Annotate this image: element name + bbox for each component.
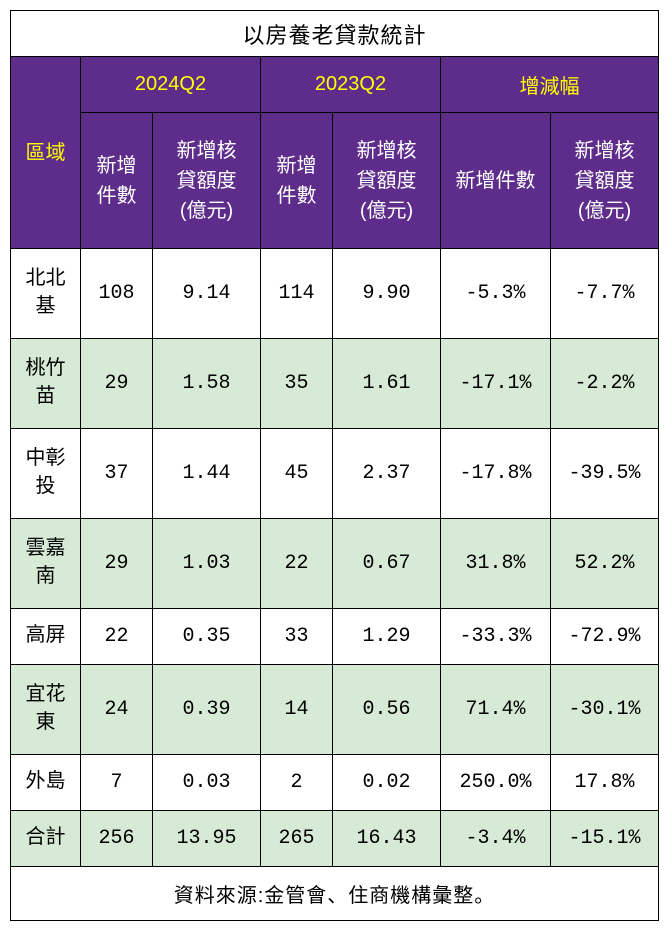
- cell-count-2023: 14: [261, 665, 333, 755]
- col-change-count: 新增件數: [441, 113, 551, 249]
- cell-change-amount: -2.2%: [551, 339, 659, 429]
- cell-count-2023: 35: [261, 339, 333, 429]
- cell-count-2024: 22: [81, 609, 153, 665]
- table-row: 宜花東240.39140.5671.4%-30.1%: [11, 665, 659, 755]
- cell-amount-2024: 0.03: [153, 755, 261, 811]
- table-row: 合計25613.9526516.43-3.4%-15.1%: [11, 811, 659, 867]
- cell-amount-2024: 13.95: [153, 811, 261, 867]
- cell-count-2024: 24: [81, 665, 153, 755]
- table-body: 北北基1089.141149.90-5.3%-7.7%桃竹苗291.58351.…: [11, 249, 659, 867]
- region-header: 區域: [11, 57, 81, 249]
- table-row: 桃竹苗291.58351.61-17.1%-2.2%: [11, 339, 659, 429]
- cell-region: 宜花東: [11, 665, 81, 755]
- cell-amount-2024: 1.44: [153, 429, 261, 519]
- period-row: 區域 2024Q2 2023Q2 增減幅: [11, 57, 659, 113]
- cell-change-amount: 17.8%: [551, 755, 659, 811]
- cell-count-2023: 265: [261, 811, 333, 867]
- cell-count-2024: 256: [81, 811, 153, 867]
- col-amount-2023: 新增核貸額度(億元): [333, 113, 441, 249]
- cell-amount-2023: 0.67: [333, 519, 441, 609]
- period-2023q2: 2023Q2: [261, 57, 441, 113]
- cell-amount-2023: 1.29: [333, 609, 441, 665]
- cell-change-amount: 52.2%: [551, 519, 659, 609]
- cell-change-count: -17.1%: [441, 339, 551, 429]
- cell-amount-2023: 2.37: [333, 429, 441, 519]
- cell-region: 雲嘉南: [11, 519, 81, 609]
- cell-change-amount: -72.9%: [551, 609, 659, 665]
- col-change-amount: 新增核貸額度(億元): [551, 113, 659, 249]
- table-title: 以房養老貸款統計: [11, 11, 659, 57]
- table-row: 外島70.0320.02250.0%17.8%: [11, 755, 659, 811]
- table-row: 中彰投371.44452.37-17.8%-39.5%: [11, 429, 659, 519]
- col-count-2023: 新增件數: [261, 113, 333, 249]
- cell-amount-2023: 16.43: [333, 811, 441, 867]
- cell-change-count: -5.3%: [441, 249, 551, 339]
- source-text: 資料來源:金管會、住商機構彙整。: [11, 867, 659, 921]
- col-amount-2024: 新增核貸額度(億元): [153, 113, 261, 249]
- cell-change-count: -33.3%: [441, 609, 551, 665]
- cell-region: 桃竹苗: [11, 339, 81, 429]
- title-row: 以房養老貸款統計: [11, 11, 659, 57]
- period-2024q2: 2024Q2: [81, 57, 261, 113]
- cell-change-count: 71.4%: [441, 665, 551, 755]
- cell-region: 中彰投: [11, 429, 81, 519]
- cell-count-2023: 45: [261, 429, 333, 519]
- cell-count-2024: 37: [81, 429, 153, 519]
- cell-change-amount: -39.5%: [551, 429, 659, 519]
- cell-change-amount: -30.1%: [551, 665, 659, 755]
- cell-change-count: -17.8%: [441, 429, 551, 519]
- col-count-2024: 新增件數: [81, 113, 153, 249]
- loan-stats-table: 以房養老貸款統計 區域 2024Q2 2023Q2 增減幅 新增件數 新增核貸額…: [10, 10, 656, 921]
- cell-region: 北北基: [11, 249, 81, 339]
- cell-change-amount: -7.7%: [551, 249, 659, 339]
- cell-count-2024: 29: [81, 519, 153, 609]
- table-row: 北北基1089.141149.90-5.3%-7.7%: [11, 249, 659, 339]
- cell-change-count: -3.4%: [441, 811, 551, 867]
- table-row: 雲嘉南291.03220.6731.8%52.2%: [11, 519, 659, 609]
- cell-amount-2024: 0.35: [153, 609, 261, 665]
- cell-count-2023: 114: [261, 249, 333, 339]
- cell-amount-2023: 9.90: [333, 249, 441, 339]
- cell-change-count: 31.8%: [441, 519, 551, 609]
- cell-amount-2024: 1.58: [153, 339, 261, 429]
- subheader-row: 新增件數 新增核貸額度(億元) 新增件數 新增核貸額度(億元) 新增件數 新增核…: [11, 113, 659, 249]
- period-change: 增減幅: [441, 57, 659, 113]
- cell-count-2023: 22: [261, 519, 333, 609]
- cell-amount-2023: 1.61: [333, 339, 441, 429]
- cell-amount-2024: 9.14: [153, 249, 261, 339]
- cell-change-count: 250.0%: [441, 755, 551, 811]
- cell-region: 外島: [11, 755, 81, 811]
- table-row: 高屏220.35331.29-33.3%-72.9%: [11, 609, 659, 665]
- cell-amount-2023: 0.02: [333, 755, 441, 811]
- cell-region: 高屏: [11, 609, 81, 665]
- cell-count-2024: 7: [81, 755, 153, 811]
- cell-count-2023: 33: [261, 609, 333, 665]
- cell-count-2023: 2: [261, 755, 333, 811]
- cell-count-2024: 29: [81, 339, 153, 429]
- cell-amount-2023: 0.56: [333, 665, 441, 755]
- cell-count-2024: 108: [81, 249, 153, 339]
- cell-amount-2024: 0.39: [153, 665, 261, 755]
- cell-region: 合計: [11, 811, 81, 867]
- cell-change-amount: -15.1%: [551, 811, 659, 867]
- source-row: 資料來源:金管會、住商機構彙整。: [11, 867, 659, 921]
- cell-amount-2024: 1.03: [153, 519, 261, 609]
- table: 以房養老貸款統計 區域 2024Q2 2023Q2 增減幅 新增件數 新增核貸額…: [10, 10, 659, 921]
